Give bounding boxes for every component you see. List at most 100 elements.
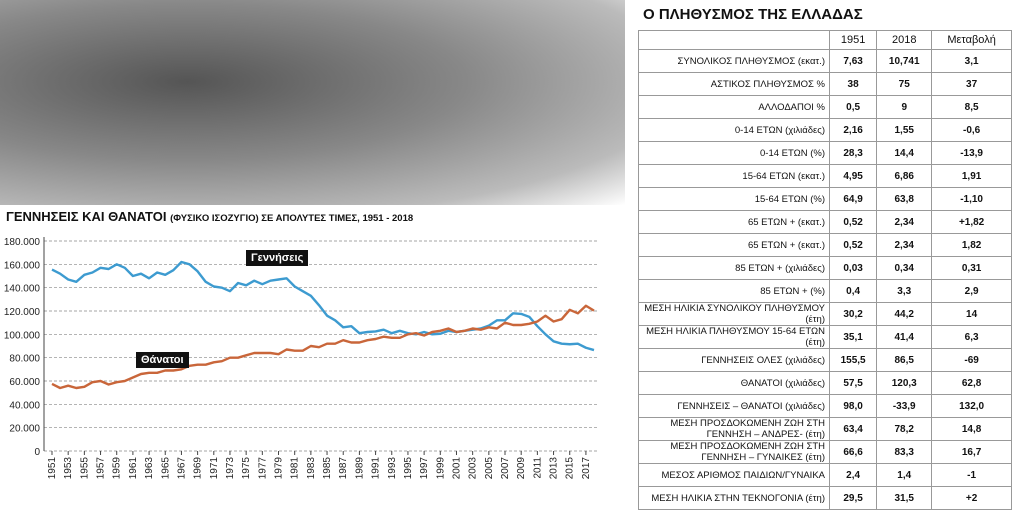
table-cell: +2 <box>931 486 1012 510</box>
x-tick-label: 1961 <box>128 457 139 480</box>
series-label: Γεννήσεις <box>246 250 309 266</box>
table-cell: 85 ΕΤΩΝ + (%) <box>638 279 830 303</box>
table-cell: 41,4 <box>876 325 933 349</box>
y-tick-label: 100.000 <box>4 330 41 341</box>
table-cell: ΓΕΝΝΗΣΕΙΣ ΟΛΕΣ (χιλιάδες) <box>638 348 830 372</box>
table-row: 65 ΕΤΩΝ + (εκατ.) 0,52 2,34 +1,82 <box>638 210 1012 234</box>
table-cell: 66,6 <box>828 440 878 464</box>
table-row: ΓΕΝΝΗΣΕΙΣ – ΘΑΝΑΤΟΙ (χιλιάδες) 98,0 -33,9 1… <box>638 394 1012 418</box>
x-tick-label: 1971 <box>209 457 220 480</box>
x-tick-label: 1967 <box>176 457 187 480</box>
table-cell: ΜΕΣΗ ΗΛΙΚΙΑ ΣΥΝΟΛΙΚΟΥ ΠΛΗΘΥΣΜΟΥ (έτη) <box>638 302 830 326</box>
y-tick-label: 160.000 <box>4 260 41 271</box>
table-cell: 85 ΕΤΩΝ + (χιλιάδες) <box>638 256 830 280</box>
x-tick-label: 1997 <box>419 457 430 480</box>
table-row: ΜΕΣΗ ΗΛΙΚΙΑ ΣΤΗΝ ΤΕΚΝΟΓΟΝΙΑ (έτη) 29,5 31,… <box>638 486 1012 510</box>
y-tick-label: 80.000 <box>9 354 40 365</box>
series-line <box>51 304 595 390</box>
table-cell <box>638 30 830 50</box>
table-cell: 0,5 <box>828 95 878 119</box>
table-cell: 15-64 ΕΤΩΝ (%) <box>638 187 830 211</box>
table-cell: 6,86 <box>876 164 933 188</box>
x-tick-label: 1979 <box>274 457 285 480</box>
table-cell: 9 <box>876 95 933 119</box>
table-cell: 0,34 <box>876 256 933 280</box>
table-cell: 38 <box>828 72 878 96</box>
table-cell: 3,1 <box>931 49 1012 73</box>
table-row: 0-14 ΕΤΩΝ (χιλιάδες) 2,16 1,55 -0,6 <box>638 118 1012 142</box>
table-cell: 10,741 <box>876 49 933 73</box>
x-tick-label: 1973 <box>225 457 236 480</box>
table-row: ΜΕΣΗ ΠΡΟΣΔΟΚΩΜΕΝΗ ΖΩΗ ΣΤΗ ΓΕΝΝΗΣΗ – ΓΥΝΑ… <box>638 440 1012 464</box>
table-cell: ΑΛΛΟΔΑΠΟΙ % <box>638 95 830 119</box>
table-cell: -1,10 <box>931 187 1012 211</box>
table-cell: -0,6 <box>931 118 1012 142</box>
x-tick-label: 1955 <box>79 457 90 480</box>
table-cell: ΑΣΤΙΚΟΣ ΠΛΗΘΥΣΜΟΣ % <box>638 72 830 96</box>
x-tick-label: 1999 <box>435 457 446 480</box>
table-cell: 35,1 <box>828 325 878 349</box>
table-cell: 28,3 <box>828 141 878 165</box>
subtitle: (ΦΥΣΙΚΟ ΙΣΟΖΥΓΙΟ) ΣΕ ΑΠΟΛΥΤΕΣ ΤΙΜΕΣ, 195… <box>170 213 413 224</box>
x-tick-label: 1963 <box>144 457 155 480</box>
table-row: 85 ΕΤΩΝ + (χιλιάδες) 0,03 0,34 0,31 <box>638 256 1012 280</box>
table-cell: 44,2 <box>876 302 933 326</box>
x-tick-label: 1975 <box>241 457 252 480</box>
table-row: 15-64 ΕΤΩΝ (εκατ.) 4,95 6,86 1,91 <box>638 164 1012 188</box>
table-cell: -13,9 <box>931 141 1012 165</box>
x-tick-label: 2005 <box>484 457 495 480</box>
table-cell: 64,9 <box>828 187 878 211</box>
x-tick-label: 2001 <box>451 457 462 480</box>
table-cell: 2,16 <box>828 118 878 142</box>
table-cell: 98,0 <box>828 394 878 418</box>
table-row: ΜΕΣΗ ΠΡΟΣΔΟΚΩΜΕΝΗ ΖΩΗ ΣΤΗ ΓΕΝΝΗΣΗ – ΑΝΔΡ… <box>638 417 1012 441</box>
table-cell: 57,5 <box>828 371 878 395</box>
table-row: ΘΑΝΑΤΟΙ (χιλιάδες) 57,5 120,3 62,8 <box>638 371 1012 395</box>
table-cell: ΘΑΝΑΤΟΙ (χιλιάδες) <box>638 371 830 395</box>
title: ΓΕΝΝΗΣΕΙΣ ΚΑΙ ΘΑΝΑΤΟΙ <box>6 209 166 224</box>
table-cell: -69 <box>931 348 1012 372</box>
chart-title: ΓΕΝΝΗΣΕΙΣ ΚΑΙ ΘΑΝΑΤΟΙ (ΦΥΣΙΚΟ ΙΣΟΖΥΓΙΟ) … <box>6 209 413 224</box>
table-cell: 2,4 <box>828 463 878 487</box>
table-cell: 6,3 <box>931 325 1012 349</box>
table-cell: 0-14 ΕΤΩΝ (%) <box>638 141 830 165</box>
table-cell: 0,4 <box>828 279 878 303</box>
table-cell: 86,5 <box>876 348 933 372</box>
table-cell: 0,52 <box>828 233 878 257</box>
table-cell: 14,8 <box>931 417 1012 441</box>
table-cell: 132,0 <box>931 394 1012 418</box>
table-cell: 63,4 <box>828 417 878 441</box>
x-tick-label: 2013 <box>549 457 560 480</box>
table-cell: 155,5 <box>828 348 878 372</box>
y-tick-label: 140.000 <box>4 284 41 295</box>
table-row: ΓΕΝΝΗΣΕΙΣ ΟΛΕΣ (χιλιάδες) 155,5 86,5 -69 <box>638 348 1012 372</box>
table-cell: -1 <box>931 463 1012 487</box>
x-tick-label: 2011 <box>532 457 543 479</box>
series-label: Θάνατοι <box>136 352 189 368</box>
table-row: 0-14 ΕΤΩΝ (%) 28,3 14,4 -13,9 <box>638 141 1012 165</box>
x-tick-label: 1983 <box>306 457 317 480</box>
table-cell: 65 ΕΤΩΝ + (εκατ.) <box>638 210 830 234</box>
table-cell: 2,9 <box>931 279 1012 303</box>
table-cell: 65 ΕΤΩΝ + (εκατ.) <box>638 233 830 257</box>
table-row: ΜΕΣΗ ΗΛΙΚΙΑ ΠΛΗΘΥΣΜΟΥ 15-64 ΕΤΩΝ (έτη) 35… <box>638 325 1012 349</box>
x-tick-label: 1977 <box>257 457 268 480</box>
table-cell: ΣΥΝΟΛΙΚΟΣ ΠΛΗΘΥΣΜΟΣ (εκατ.) <box>638 49 830 73</box>
y-tick-label: 0 <box>34 447 40 458</box>
table-cell: ΓΕΝΝΗΣΕΙΣ – ΘΑΝΑΤΟΙ (χιλιάδες) <box>638 394 830 418</box>
table-cell: 0,52 <box>828 210 878 234</box>
table-cell: 1951 <box>828 30 878 50</box>
table-cell: Μεταβολή <box>931 30 1012 50</box>
table-cell: 1,91 <box>931 164 1012 188</box>
table-cell: 0,03 <box>828 256 878 280</box>
x-tick-label: 2003 <box>468 457 479 480</box>
table-cell: +1,82 <box>931 210 1012 234</box>
table-cell: ΜΕΣΗ ΗΛΙΚΙΑ ΠΛΗΘΥΣΜΟΥ 15-64 ΕΤΩΝ (έτη) <box>638 325 830 349</box>
table-cell: ΜΕΣΗ ΠΡΟΣΔΟΚΩΜΕΝΗ ΖΩΗ ΣΤΗ ΓΕΝΝΗΣΗ – ΑΝΔΡ… <box>638 417 830 441</box>
table-cell: 0-14 ΕΤΩΝ (χιλιάδες) <box>638 118 830 142</box>
table-cell: 62,8 <box>931 371 1012 395</box>
table-cell: 29,5 <box>828 486 878 510</box>
x-tick-label: 2017 <box>581 457 592 480</box>
table-cell: 8,5 <box>931 95 1012 119</box>
table-row: ΜΕΣΟΣ ΑΡΙΘΜΟΣ ΠΑΙΔΙΩΝ/ΓΥΝΑΙΚΑ 2,4 1,4 -1 <box>638 463 1012 487</box>
